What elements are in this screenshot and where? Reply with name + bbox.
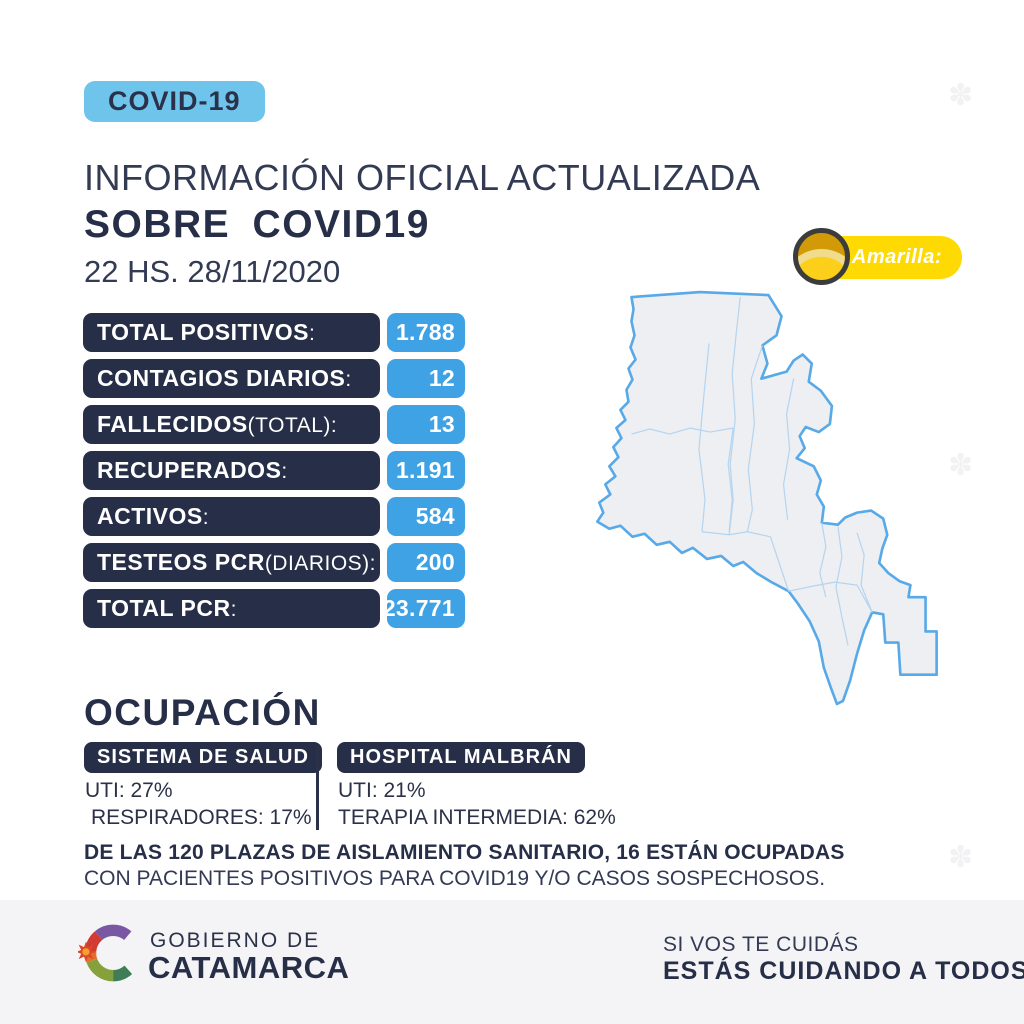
occupation-column-header-malbran: HOSPITAL MALBRÁN xyxy=(337,742,585,773)
stat-row: TESTEOS PCR (DIARIOS): 200 xyxy=(83,543,465,582)
stat-label: TOTAL POSITIVOS: xyxy=(83,313,380,352)
stat-label: CONTAGIOS DIARIOS: xyxy=(83,359,380,398)
stat-label-text: ACTIVOS xyxy=(97,503,203,529)
stat-label-text: FALLECIDOS xyxy=(97,411,248,437)
occupation-stat-respiradores: RESPIRADORES: 17% xyxy=(91,806,312,829)
stat-label-text: RECUPERADOS xyxy=(97,457,282,483)
stat-label-suffix: (DIARIOS): xyxy=(264,552,376,575)
stat-label-suffix: : xyxy=(308,322,316,345)
occupation-stat-terapia: TERAPIA INTERMEDIA: 62% xyxy=(338,806,616,829)
stat-label-suffix: : xyxy=(281,460,288,483)
catamarca-government-logo-icon xyxy=(78,924,133,982)
stat-row: CONTAGIOS DIARIOS: 12 xyxy=(83,359,465,398)
stat-value: 13 xyxy=(387,405,465,444)
footer-slogan-line1: SI VOS TE CUIDÁS xyxy=(663,933,859,956)
footer-bar xyxy=(0,900,1024,1024)
catamarca-province-map-svg xyxy=(595,290,938,706)
stat-row: TOTAL PCR: 23.771 xyxy=(83,589,465,628)
isolation-note-regular: CON PACIENTES POSITIVOS PARA COVID19 Y/O… xyxy=(84,867,826,890)
isolation-note-bold: DE LAS 120 PLAZAS DE AISLAMIENTO SANITAR… xyxy=(84,841,845,864)
occupation-title: OCUPACIÓN xyxy=(84,692,321,733)
stat-value: 1.788 xyxy=(387,313,465,352)
stat-row: TOTAL POSITIVOS: 1.788 xyxy=(83,313,465,352)
covid19-badge-label: COVID-19 xyxy=(108,86,241,116)
stat-value: 12 xyxy=(387,359,465,398)
yellow-phase-circle-icon xyxy=(793,228,850,285)
flower-watermark-icon: ✽ xyxy=(948,841,974,874)
occupation-column-header-sistema: SISTEMA DE SALUD xyxy=(84,742,322,773)
stat-label-suffix: : xyxy=(345,368,352,391)
footer-slogan-line2: ESTÁS CUIDANDO A TODOS xyxy=(663,957,1024,985)
page-title-line1: INFORMACIÓN OFICIAL ACTUALIZADA xyxy=(84,157,761,198)
stat-label: TOTAL PCR: xyxy=(83,589,380,628)
stat-value: 23.771 xyxy=(383,589,465,628)
stat-label-text: CONTAGIOS DIARIOS xyxy=(97,365,346,391)
flower-watermark-icon: ✽ xyxy=(948,79,974,112)
stat-label-text: TOTAL PCR xyxy=(97,595,231,621)
stat-label: FALLECIDOS (TOTAL): xyxy=(83,405,380,444)
stat-value: 1.191 xyxy=(387,451,465,490)
page-title-line2: SOBRE COVID19 xyxy=(84,203,430,246)
stat-label: ACTIVOS: xyxy=(83,497,380,536)
stat-row: ACTIVOS: 584 xyxy=(83,497,465,536)
stat-label: RECUPERADOS: xyxy=(83,451,380,490)
stat-label-text: TOTAL POSITIVOS xyxy=(97,319,309,345)
footer-logo-line1: GOBIERNO DE xyxy=(150,929,321,952)
footer-logo-line2: CATAMARCA xyxy=(148,950,350,985)
flower-watermark-icon: ✽ xyxy=(948,449,974,482)
occupation-header-text: HOSPITAL MALBRÁN xyxy=(350,746,572,768)
occupation-stat-uti-malbran: UTI: 21% xyxy=(338,779,426,802)
stats-list: TOTAL POSITIVOS: 1.788 CONTAGIOS DIARIOS… xyxy=(83,313,465,628)
occupation-stat-uti-sistema: UTI: 27% xyxy=(85,779,173,802)
report-datetime: 22 HS. 28/11/2020 xyxy=(84,254,341,289)
stat-label-suffix: : xyxy=(202,506,210,529)
stat-row: RECUPERADOS: 1.191 xyxy=(83,451,465,490)
stat-value: 200 xyxy=(387,543,465,582)
occupation-header-text: SISTEMA DE SALUD xyxy=(97,746,309,768)
phase-alert-label: Amarilla: xyxy=(851,246,942,268)
stat-label-suffix: (TOTAL): xyxy=(247,414,338,437)
stat-label: TESTEOS PCR (DIARIOS): xyxy=(83,543,380,582)
covid19-badge: COVID-19 xyxy=(84,81,265,122)
occupation-divider xyxy=(316,746,319,830)
stat-label-text: TESTEOS PCR xyxy=(97,549,265,575)
catamarca-province-map xyxy=(588,283,963,711)
stat-row: FALLECIDOS (TOTAL): 13 xyxy=(83,405,465,444)
stat-value: 584 xyxy=(387,497,465,536)
stat-label-suffix: : xyxy=(230,598,237,621)
